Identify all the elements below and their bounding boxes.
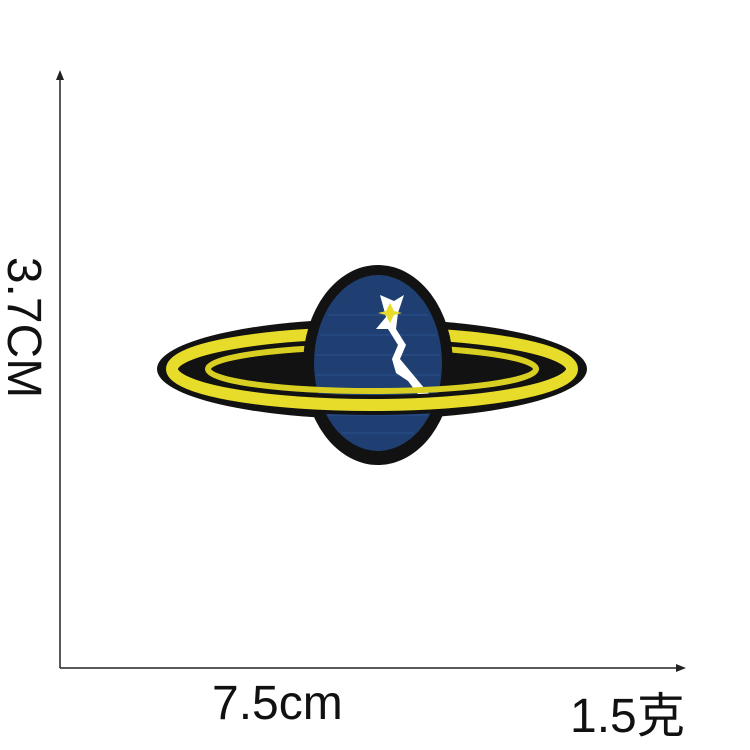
ring-inner-front <box>205 368 539 394</box>
weight-label: 1.5克 <box>570 690 685 743</box>
planet-body <box>314 275 442 451</box>
ring-front-yellow <box>166 368 578 411</box>
planet-patch-image <box>157 265 587 465</box>
width-dimension-label: 7.5cm <box>212 677 343 730</box>
height-dimension-text: 3.7CM <box>0 256 51 399</box>
height-dimension-label: 3.7CM <box>0 245 51 410</box>
planet-highlight-star <box>378 303 402 323</box>
horizontal-axis-arrow <box>676 664 686 672</box>
vertical-axis-arrow <box>56 70 64 80</box>
